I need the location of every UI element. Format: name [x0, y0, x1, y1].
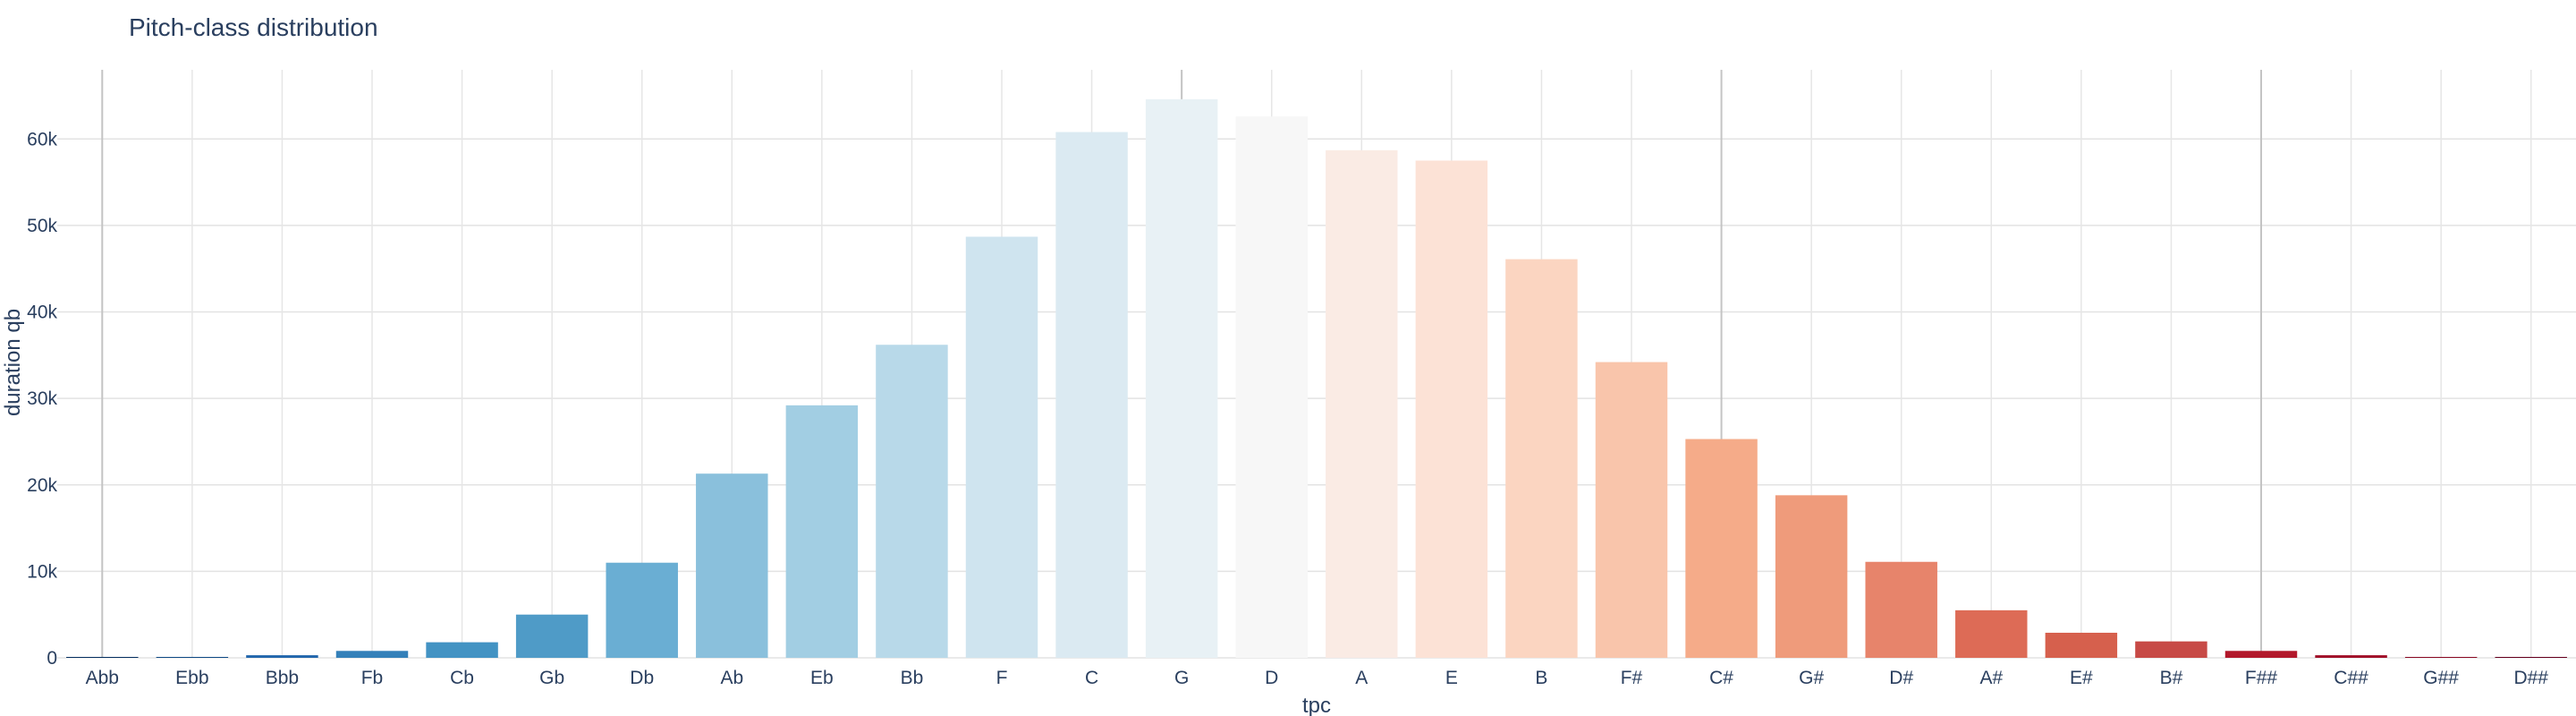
bar-Ab[interactable]	[696, 473, 768, 658]
x-axis-title: tpc	[1302, 694, 1331, 716]
x-tick-label: Bbb	[266, 668, 299, 688]
bar-A#[interactable]	[1955, 609, 2028, 658]
x-tick-label: Bb	[901, 668, 924, 688]
x-tick-label: C	[1085, 668, 1098, 688]
x-tick-label: Ab	[720, 668, 743, 688]
x-tick-label: D##	[2513, 668, 2548, 688]
gridlines	[57, 70, 2576, 659]
bar-Bbb[interactable]	[246, 655, 318, 658]
y-tick-label: 0	[47, 648, 57, 669]
x-tick-label: G#	[1799, 668, 1824, 688]
x-axis-ticks: Abb Ebb Bbb Fb Cb Gb Db Ab Eb Bb F C G D A E B F# C# G# D# A#…	[86, 668, 2549, 688]
bar-Bb[interactable]	[876, 345, 948, 658]
bar-C##[interactable]	[2315, 655, 2387, 658]
y-tick-label: 10k	[27, 561, 57, 582]
x-tick-label: A	[1355, 668, 1368, 688]
bar-A[interactable]	[1326, 149, 1398, 658]
y-axis-ticks: 0 10k 20k 30k 40k 50k 60k	[27, 129, 57, 669]
bar-Gb[interactable]	[515, 614, 589, 658]
x-tick-label: Gb	[539, 668, 564, 688]
x-tick-label: D#	[1889, 668, 1913, 688]
x-tick-label: F#	[1621, 668, 1643, 688]
chart-title: Pitch-class distribution	[129, 13, 378, 41]
x-tick-label: E#	[2070, 668, 2093, 688]
bar-Fb[interactable]	[335, 651, 409, 658]
bar-E#[interactable]	[2045, 632, 2118, 658]
bars	[66, 98, 2567, 659]
bar-G##[interactable]	[2404, 657, 2478, 658]
x-tick-label: C##	[2334, 668, 2368, 688]
x-tick-label: F##	[2245, 668, 2278, 688]
bar-B#[interactable]	[2135, 641, 2207, 658]
x-tick-label: B	[1535, 668, 1547, 688]
bar-E[interactable]	[1415, 160, 1488, 658]
bar-D#[interactable]	[1865, 561, 1937, 658]
y-axis-title: duration qb	[1, 309, 25, 416]
y-tick-label: 50k	[27, 216, 57, 236]
x-tick-label: Abb	[86, 668, 119, 688]
bar-Db[interactable]	[606, 562, 678, 658]
bar-B[interactable]	[1505, 259, 1578, 658]
bar-D##[interactable]	[2495, 657, 2567, 658]
bar-Cb[interactable]	[426, 642, 498, 658]
bar-G[interactable]	[1145, 98, 1218, 659]
bar-G#[interactable]	[1775, 495, 1848, 658]
x-tick-label: Db	[630, 668, 654, 688]
x-tick-label: D	[1265, 668, 1278, 688]
x-tick-label: Eb	[810, 668, 834, 688]
x-tick-label: B#	[2160, 668, 2183, 688]
x-tick-label: Cb	[450, 668, 474, 688]
x-tick-label: G	[1174, 668, 1189, 688]
bar-F##[interactable]	[2224, 651, 2298, 658]
bar-Ebb[interactable]	[156, 657, 229, 658]
x-tick-label: Ebb	[175, 668, 208, 688]
bar-F[interactable]	[965, 236, 1038, 658]
x-tick-label: A#	[1979, 668, 2003, 688]
bar-Eb[interactable]	[785, 405, 859, 658]
x-tick-label: F	[996, 668, 1008, 688]
bar-Abb[interactable]	[66, 657, 139, 658]
y-tick-label: 60k	[27, 129, 57, 149]
bar-C#[interactable]	[1685, 439, 1758, 658]
bar-F#[interactable]	[1595, 362, 1668, 658]
x-tick-label: Fb	[361, 668, 384, 688]
y-tick-label: 20k	[27, 475, 57, 496]
x-tick-label: G##	[2423, 668, 2459, 688]
x-tick-label: E	[1445, 668, 1458, 688]
x-tick-label: C#	[1709, 668, 1733, 688]
bar-C[interactable]	[1055, 132, 1128, 659]
bar-D[interactable]	[1235, 116, 1308, 658]
y-tick-label: 30k	[27, 388, 57, 409]
y-tick-label: 40k	[27, 303, 57, 323]
